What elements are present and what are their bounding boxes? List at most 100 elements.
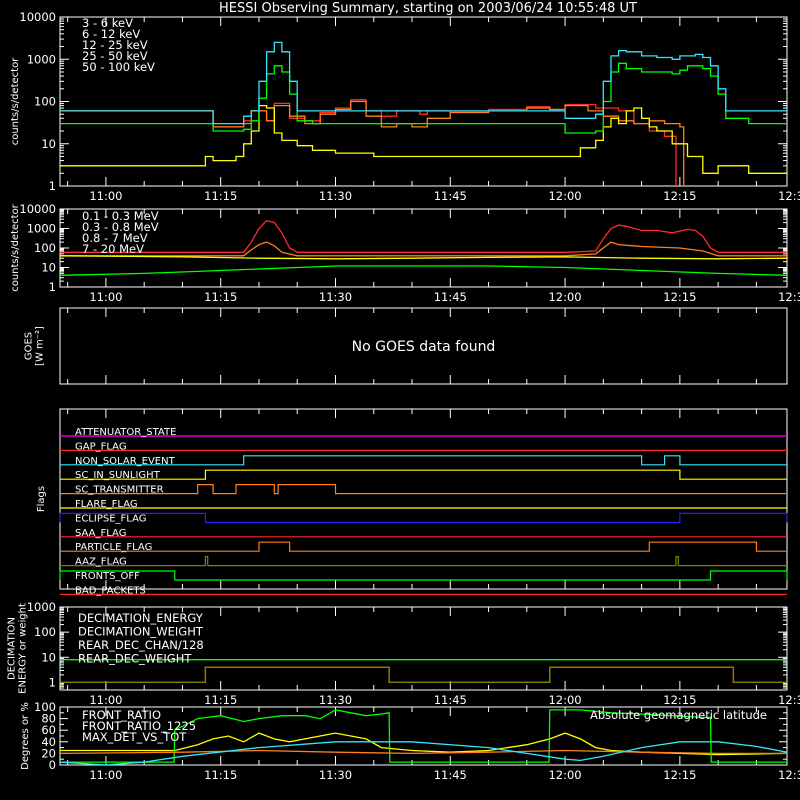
chart-title: HESSI Observing Summary, starting on 200…	[219, 1, 637, 16]
rate_lo-xtick-label: 12:15	[663, 189, 696, 203]
rate_lo-xtick-label: 12:00	[548, 189, 581, 203]
rate_lo-xtick-label: 11:00	[89, 189, 122, 203]
decimation-legend-3: REAR_DEC_WEIGHT	[78, 652, 192, 666]
flags-frame	[59, 408, 788, 590]
ratio-series-0	[60, 732, 787, 756]
ratio-xtick-label: 11:00	[89, 768, 122, 782]
rate_lo-ytick-label: 1	[49, 179, 56, 193]
panel-rate_hi: 11:00 11:15 11:30 11:45 12:00 12:15 12:30 1 10 10…	[10, 202, 800, 304]
geomag-latitude-label: Absolute geomagnetic latitude	[590, 708, 767, 722]
decimation-series-3	[60, 666, 787, 684]
rate_lo-legend-0: 3 - 6 keV	[82, 16, 133, 30]
rate_hi-ylabel: counts/s/detector	[10, 203, 21, 291]
flag-aaz_flag-label: AAZ_FLAG	[75, 557, 127, 568]
rate_lo-frame	[59, 16, 788, 187]
flag-sc_transmitter-label: SC_TRANSMITTER	[75, 485, 164, 496]
rate_lo-legend-1: 6 - 12 keV	[82, 27, 140, 41]
ratio-ytick-label: 40	[41, 735, 56, 749]
ratio-xtick-label: 11:30	[319, 768, 352, 782]
rate_hi-xtick-label: 11:30	[319, 290, 352, 304]
rate_lo-ytick-label: 10000	[19, 10, 56, 24]
rate_lo-legend-2: 12 - 25 keV	[82, 38, 148, 52]
decimation-xtick-label: 11:00	[89, 693, 122, 707]
flag-eclipse_flag-trace	[59, 512, 788, 523]
rate_hi-series-0	[60, 219, 787, 253]
panel-goes: GOES[W m⁻²] No GOES data found	[24, 307, 788, 385]
decimation-xtick-label: 12:00	[548, 693, 581, 707]
rate_hi-xtick-label: 11:45	[434, 290, 467, 304]
panel-ratio: 11:00 11:15 11:30 11:45 12:00 12:15 12:30 02040…	[20, 700, 800, 782]
ratio-xtick-label: 12:30	[778, 768, 800, 782]
ratio-series-1	[60, 709, 787, 763]
panel-flags: Flags ATTENUATOR_STATE GAP_FLAG NON_SOLAR_E…	[36, 408, 788, 596]
flag-flare_flag-label: FLARE_FLAG	[75, 499, 138, 510]
rate_lo-series-2	[60, 104, 787, 174]
rate_lo-ytick-label: 1000	[27, 52, 56, 66]
ratio-ytick-label: 80	[41, 712, 56, 726]
flag-fronts_off-trace	[59, 570, 788, 581]
ratio-ytick-label: 100	[34, 700, 56, 714]
ratio-ytick-label: 20	[41, 746, 56, 760]
ratio-ytick-label: 60	[41, 723, 56, 737]
decimation-ytick-label: 100	[34, 625, 56, 639]
rate_lo-xtick-label: 11:30	[319, 189, 352, 203]
flag-saa_flag-label: SAA_FLAG	[75, 528, 126, 539]
flag-sc_transmitter-trace	[60, 484, 787, 495]
decimation-xtick-label: 12:15	[663, 693, 696, 707]
decimation-ylabel: DECIMATIONENERGY or weight	[7, 603, 29, 694]
decimation-xtick-label: 11:15	[204, 693, 237, 707]
ratio-legend-0: FRONT_RATIO	[82, 708, 161, 722]
rate_hi-legend-1: 0.3 - 0.8 MeV	[82, 220, 159, 234]
decimation-legend-1: DECIMATION_WEIGHT	[78, 625, 204, 639]
flag-sc_in_sunlight-label: SC_IN_SUNLIGHT	[75, 470, 161, 481]
rate_lo-ytick-label: 100	[34, 95, 56, 109]
flag-non_solar_event-label: NON_SOLAR_EVENT	[75, 456, 176, 467]
rate_hi-xtick-label: 11:00	[89, 290, 122, 304]
decimation-xtick-label: 11:45	[434, 693, 467, 707]
rate_lo-legend-3: 25 - 50 keV	[82, 49, 148, 63]
rate_hi-xtick-label: 12:15	[663, 290, 696, 304]
rate_hi-series-1	[60, 241, 787, 257]
rate_lo-series-3	[60, 62, 787, 134]
flag-attenuator_state-label: ATTENUATOR_STATE	[75, 427, 176, 438]
decimation-frame	[59, 606, 788, 691]
ratio-ytick-label: 0	[49, 758, 56, 772]
rate_hi-ytick-label: 10	[41, 261, 56, 275]
decimation-series-1	[60, 666, 787, 684]
ratio-xtick-label: 12:00	[548, 768, 581, 782]
rate_lo-series-0	[60, 99, 677, 186]
rate_lo-xtick-label: 12:30	[778, 189, 800, 203]
rate_lo-series-1	[60, 100, 685, 186]
flags-ylabel: Flags	[36, 486, 47, 512]
flag-aaz_flag-trace	[60, 556, 787, 567]
rate_hi-ytick-label: 100	[34, 241, 56, 255]
decimation-ytick-label: 1000	[27, 600, 56, 614]
ratio-xtick-label: 11:45	[434, 768, 467, 782]
no-goes-message: No GOES data found	[352, 339, 496, 355]
flag-eclipse_flag-label: ECLIPSE_FLAG	[75, 513, 146, 524]
flag-sc_in_sunlight-trace	[60, 469, 787, 480]
ratio-legend-2: MAX_DET_VS_TOT	[82, 730, 187, 744]
rate_lo-xtick-label: 11:15	[204, 189, 237, 203]
rate_hi-legend-2: 0.8 - 7 MeV	[82, 231, 148, 245]
rate_hi-xtick-label: 12:30	[778, 290, 800, 304]
rate_hi-series-2	[60, 255, 787, 260]
ratio-ylabel: Degrees or %	[20, 702, 31, 770]
ratio-legend-1: FRONT_RATIO_1225	[82, 719, 196, 733]
flag-bad_packets-label: BAD_PACKETS	[75, 585, 146, 596]
decimation-ytick-label: 10	[41, 650, 56, 664]
decimation-legend-2: REAR_DEC_CHAN/128	[78, 638, 204, 652]
flag-particle_flag-trace	[60, 541, 787, 552]
ratio-series-3	[60, 741, 787, 765]
rate_hi-xtick-label: 12:00	[548, 290, 581, 304]
flag-non_solar_event-trace	[60, 455, 787, 466]
flag-gap_flag-label: GAP_FLAG	[75, 441, 127, 452]
rate_lo-legend-4: 50 - 100 keV	[82, 60, 155, 74]
goes-ylabel: GOES[W m⁻²]	[24, 326, 46, 366]
rate_lo-ylabel: counts/s/detector	[10, 57, 21, 145]
flag-fronts_off-label: FRONTS_OFF	[75, 571, 140, 582]
rate_hi-ytick-label: 10000	[19, 202, 56, 216]
rate_hi-ytick-label: 1000	[27, 222, 56, 236]
goes-frame	[59, 307, 788, 385]
